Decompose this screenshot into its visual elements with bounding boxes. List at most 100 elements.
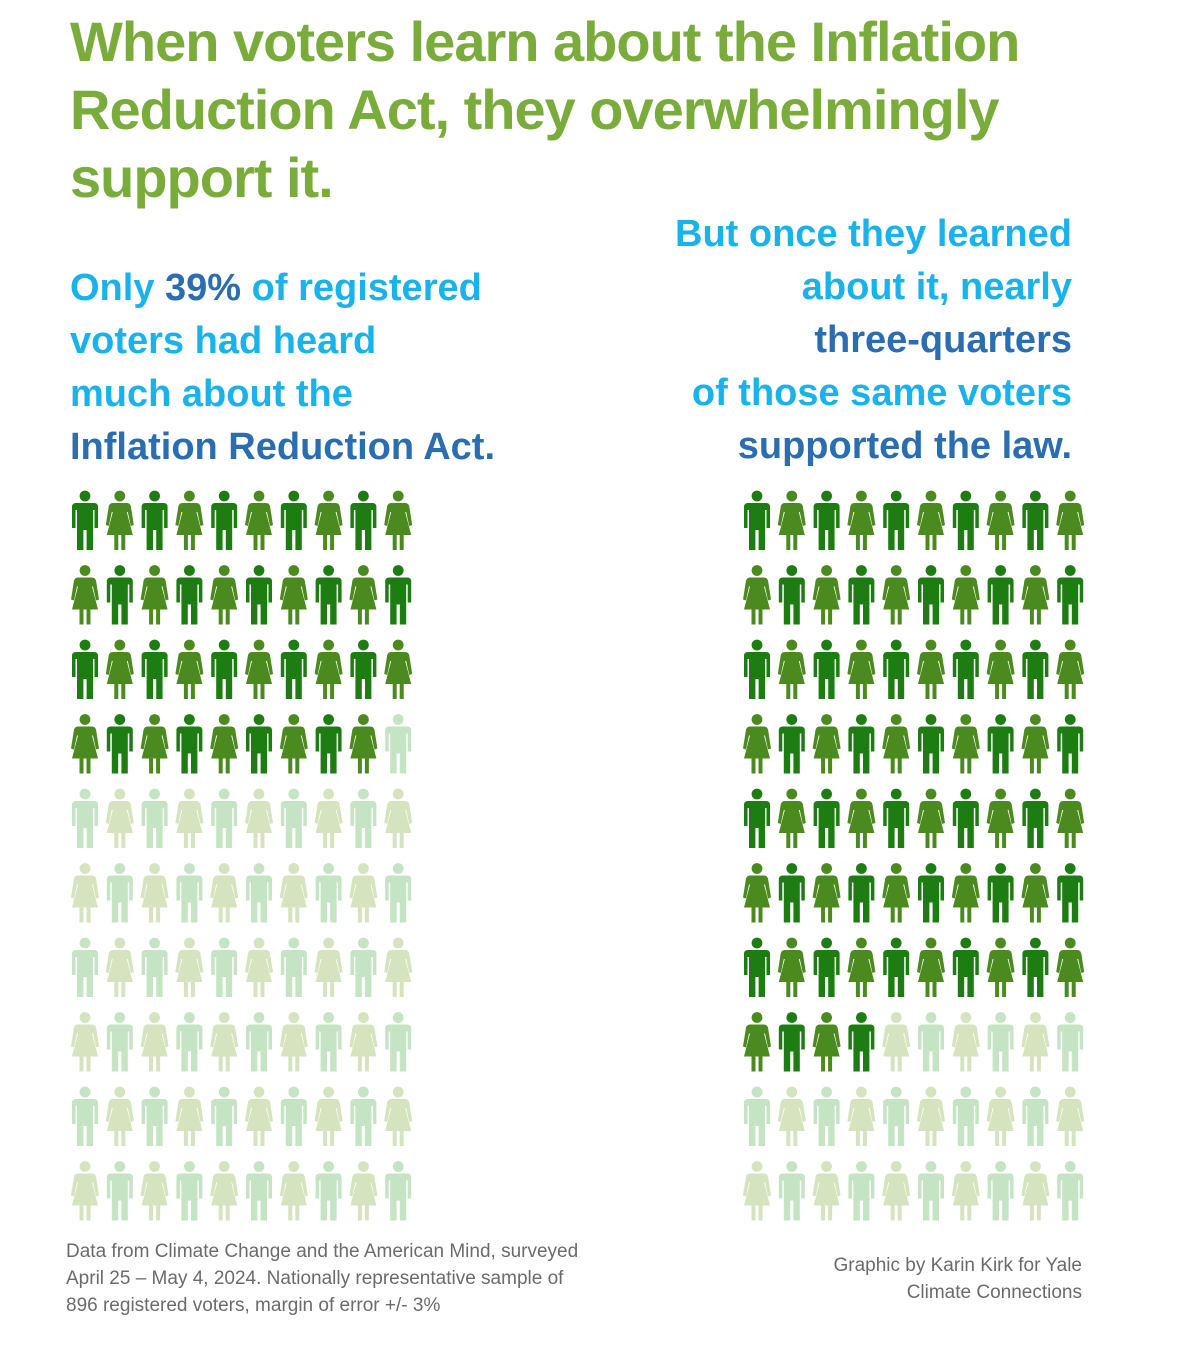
male-figure-icon	[883, 937, 910, 997]
female-figure-icon	[1056, 788, 1085, 848]
male-figure-icon	[744, 639, 770, 699]
male-figure-icon	[813, 937, 840, 997]
male-figure-icon	[952, 937, 979, 997]
title-line-2: Reduction Act, they overwhelmingly	[70, 78, 1000, 141]
female-figure-icon	[847, 639, 876, 699]
male-figure-icon	[350, 937, 377, 997]
female-figure-icon	[882, 714, 911, 774]
male-figure-icon	[1057, 1012, 1084, 1072]
left-callout-post: of registered	[241, 267, 482, 309]
male-figure-icon	[106, 1012, 133, 1072]
source-line-3: 896 registered voters, margin of error +…	[66, 1295, 441, 1316]
female-figure-icon	[951, 863, 980, 923]
male-figure-icon	[176, 565, 203, 625]
male-figure-icon	[72, 937, 98, 997]
female-figure-icon	[245, 788, 273, 848]
left-callout: Only 39% of registered voters had heard …	[70, 262, 550, 474]
source-line-2: April 25 – May 4, 2024. Nationally repre…	[66, 1268, 564, 1289]
male-figure-icon	[987, 1161, 1014, 1221]
male-figure-icon	[176, 714, 203, 774]
male-figure-icon	[211, 937, 238, 997]
female-figure-icon	[384, 639, 413, 699]
male-figure-icon	[848, 1161, 875, 1221]
female-figure-icon	[847, 937, 876, 997]
female-figure-icon	[105, 937, 134, 997]
female-figure-icon	[71, 1161, 99, 1221]
female-figure-icon	[210, 1012, 239, 1072]
male-figure-icon	[106, 565, 133, 625]
right-callout-line-3: three-quarters	[814, 319, 1072, 361]
female-figure-icon	[314, 788, 343, 848]
male-figure-icon	[1022, 788, 1049, 848]
female-figure-icon	[777, 788, 806, 848]
male-figure-icon	[952, 788, 979, 848]
male-figure-icon	[883, 1086, 910, 1146]
female-figure-icon	[777, 937, 806, 997]
female-figure-icon	[882, 1012, 911, 1072]
female-figure-icon	[917, 788, 945, 848]
male-figure-icon	[883, 490, 910, 550]
male-figure-icon	[350, 1086, 377, 1146]
female-figure-icon	[349, 714, 378, 774]
male-figure-icon	[280, 1086, 307, 1146]
female-figure-icon	[279, 714, 308, 774]
male-figure-icon	[141, 639, 168, 699]
male-figure-icon	[315, 1012, 342, 1072]
male-figure-icon	[246, 565, 272, 625]
source-footnote: Data from Climate Change and the America…	[66, 1238, 626, 1319]
female-figure-icon	[812, 565, 841, 625]
male-figure-icon	[918, 714, 944, 774]
female-figure-icon	[743, 565, 771, 625]
male-figure-icon	[987, 565, 1014, 625]
female-figure-icon	[1056, 639, 1085, 699]
female-figure-icon	[882, 565, 911, 625]
male-figure-icon	[141, 788, 168, 848]
male-figure-icon	[1057, 565, 1084, 625]
male-figure-icon	[952, 490, 979, 550]
male-figure-icon	[848, 1012, 875, 1072]
female-figure-icon	[812, 863, 841, 923]
left-callout-line-4: Inflation Reduction Act.	[70, 426, 496, 468]
female-figure-icon	[175, 1086, 204, 1146]
male-figure-icon	[987, 714, 1014, 774]
right-pictograph	[742, 490, 1085, 1221]
male-figure-icon	[280, 937, 307, 997]
female-figure-icon	[245, 490, 273, 550]
female-figure-icon	[140, 1161, 169, 1221]
female-figure-icon	[105, 788, 134, 848]
male-figure-icon	[106, 1161, 133, 1221]
female-figure-icon	[847, 788, 876, 848]
female-figure-icon	[777, 639, 806, 699]
female-figure-icon	[882, 1161, 911, 1221]
female-figure-icon	[140, 565, 169, 625]
female-figure-icon	[917, 1086, 945, 1146]
source-line-1: Data from Climate Change and the America…	[66, 1241, 579, 1262]
right-callout-line-4: of those same voters	[691, 372, 1072, 414]
female-figure-icon	[1056, 490, 1085, 550]
credit-line-1: Graphic by Karin Kirk for Yale	[833, 1255, 1082, 1276]
male-figure-icon	[813, 788, 840, 848]
male-figure-icon	[952, 1086, 979, 1146]
female-figure-icon	[349, 565, 378, 625]
male-figure-icon	[176, 1161, 203, 1221]
male-figure-icon	[141, 1086, 168, 1146]
male-figure-icon	[1057, 1161, 1084, 1221]
male-figure-icon	[744, 788, 770, 848]
female-figure-icon	[986, 490, 1015, 550]
male-figure-icon	[176, 1012, 203, 1072]
female-figure-icon	[812, 1161, 841, 1221]
female-figure-icon	[986, 788, 1015, 848]
female-figure-icon	[279, 1012, 308, 1072]
female-figure-icon	[1021, 1161, 1050, 1221]
male-figure-icon	[211, 1086, 238, 1146]
female-figure-icon	[812, 1012, 841, 1072]
right-callout-line-2: about it, nearly	[801, 266, 1072, 308]
male-figure-icon	[72, 639, 98, 699]
female-figure-icon	[279, 863, 308, 923]
male-figure-icon	[848, 714, 875, 774]
male-figure-icon	[778, 565, 805, 625]
left-callout-pre: Only	[70, 267, 166, 309]
female-figure-icon	[917, 490, 945, 550]
credit-footnote: Graphic by Karin Kirk for Yale Climate C…	[682, 1252, 1082, 1306]
female-figure-icon	[812, 714, 841, 774]
